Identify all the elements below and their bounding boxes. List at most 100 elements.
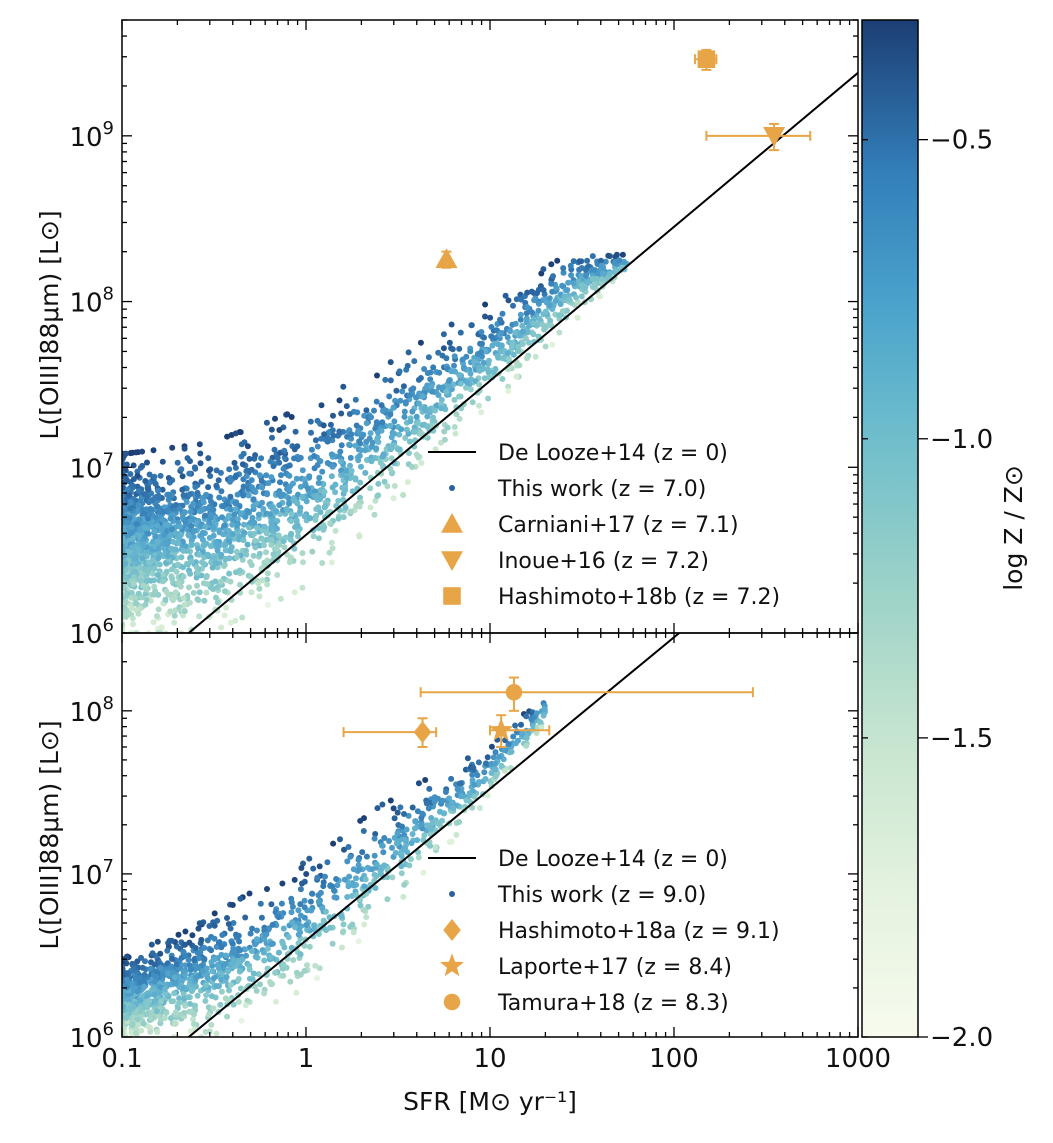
bot-sim-point (316, 863, 323, 870)
bot-sim-point (129, 1022, 136, 1029)
top-sim-point (576, 258, 583, 265)
bot-sim-point (394, 809, 401, 816)
top-sim-point (140, 510, 147, 517)
top-sim-point (170, 538, 177, 545)
bot-sim-point (392, 849, 399, 856)
top-sim-point (375, 492, 382, 499)
top-sim-point (156, 561, 163, 568)
top-sim-point (152, 588, 159, 595)
top-sim-point (154, 538, 161, 545)
top-sim-point (415, 454, 422, 461)
top-sim-point (327, 421, 334, 428)
bot-sim-point (180, 968, 187, 975)
top-sim-point (328, 451, 335, 458)
bot-sim-point (338, 944, 345, 951)
bot-sim-point (208, 947, 215, 954)
top-sim-point (360, 431, 367, 438)
bot-sim-point (406, 862, 413, 869)
top-sim-point (409, 464, 416, 470)
bot-sim-point (448, 775, 455, 782)
top-sim-point (264, 491, 271, 498)
bot-sim-point (203, 982, 209, 988)
top-sim-point (583, 272, 589, 279)
bot-sim-point (295, 907, 302, 914)
legend-marker-star (440, 953, 464, 977)
top-sim-point (210, 524, 217, 531)
top-sim-point (276, 427, 283, 433)
bot-sim-point (211, 922, 218, 929)
top-sim-point (161, 531, 168, 538)
bot-sim-point (247, 930, 254, 937)
bot-sim-point (262, 931, 269, 938)
bot-sim-point (288, 909, 295, 916)
top-sim-point (528, 288, 535, 295)
top-sim-point (243, 473, 250, 480)
bot-sim-point (278, 900, 285, 907)
top-sim-point (432, 446, 439, 453)
top-sim-point (194, 596, 201, 603)
top-sim-point (519, 322, 526, 329)
top-sim-point (208, 543, 214, 550)
top-sim-point (143, 596, 150, 603)
top-sim-point (307, 515, 314, 522)
top-sim-point (377, 459, 384, 466)
top-sim-point (337, 448, 344, 455)
top-sim-point (317, 509, 324, 516)
bot-sim-point (242, 1002, 249, 1009)
bot-sim-point (154, 938, 161, 945)
top-sim-point (274, 454, 281, 461)
top-sim-point (276, 459, 283, 466)
top-sim-point (237, 429, 244, 436)
top-sim-point (295, 528, 302, 535)
bot-sim-point (344, 858, 351, 865)
top-sim-point (467, 370, 474, 377)
top-sim-point (254, 524, 261, 531)
top-sim-point (463, 384, 469, 391)
bot-sim-point (279, 880, 286, 887)
bot-sim-point (181, 1009, 188, 1016)
bot-sim-point (492, 766, 499, 773)
top-sim-point (403, 426, 410, 433)
top-sim-point (142, 524, 149, 531)
top-sim-point (155, 555, 162, 562)
bot-sim-point (227, 925, 234, 932)
top-sim-point (255, 511, 262, 518)
top-sim-point (233, 554, 240, 561)
top-sim-point (510, 351, 517, 358)
bot-sim-point (523, 713, 530, 720)
top-sim-point (438, 405, 445, 412)
top-sim-point (255, 462, 262, 469)
top-sim-point (174, 561, 181, 568)
top-sim-point (171, 619, 178, 626)
bot-sim-point (230, 1001, 237, 1008)
bot-sim-point (488, 743, 495, 750)
bot-sim-point (196, 955, 202, 962)
top-sim-point (137, 577, 144, 584)
top-sim-point (330, 432, 337, 439)
bot-sim-point (193, 974, 200, 981)
top-sim-point (232, 500, 239, 507)
bot-sim-point (496, 753, 502, 760)
top-sim-point (440, 345, 447, 352)
top-sim-point (343, 403, 350, 410)
top-sim-point (316, 474, 323, 481)
top-marker-square (697, 50, 716, 69)
top-sim-point (573, 294, 580, 301)
bot-sim-point (334, 882, 341, 889)
top-sim-point (301, 513, 308, 520)
top-sim-point (291, 455, 297, 462)
top-sim-point (263, 419, 270, 426)
top-marker-triangle-down (763, 127, 786, 147)
top-sim-point (143, 578, 150, 585)
bot-sim-point (267, 954, 274, 961)
y-tick-label: 107 (69, 856, 114, 891)
top-sim-point (295, 533, 301, 540)
top-sim-point (197, 460, 204, 467)
bot-sim-point (350, 882, 357, 889)
top-sim-point (467, 386, 474, 393)
bot-sim-point (223, 974, 230, 980)
top-sim-point (129, 615, 136, 622)
top-sim-point (599, 270, 606, 277)
top-sim-point (314, 462, 321, 469)
top-sim-point (122, 484, 126, 491)
